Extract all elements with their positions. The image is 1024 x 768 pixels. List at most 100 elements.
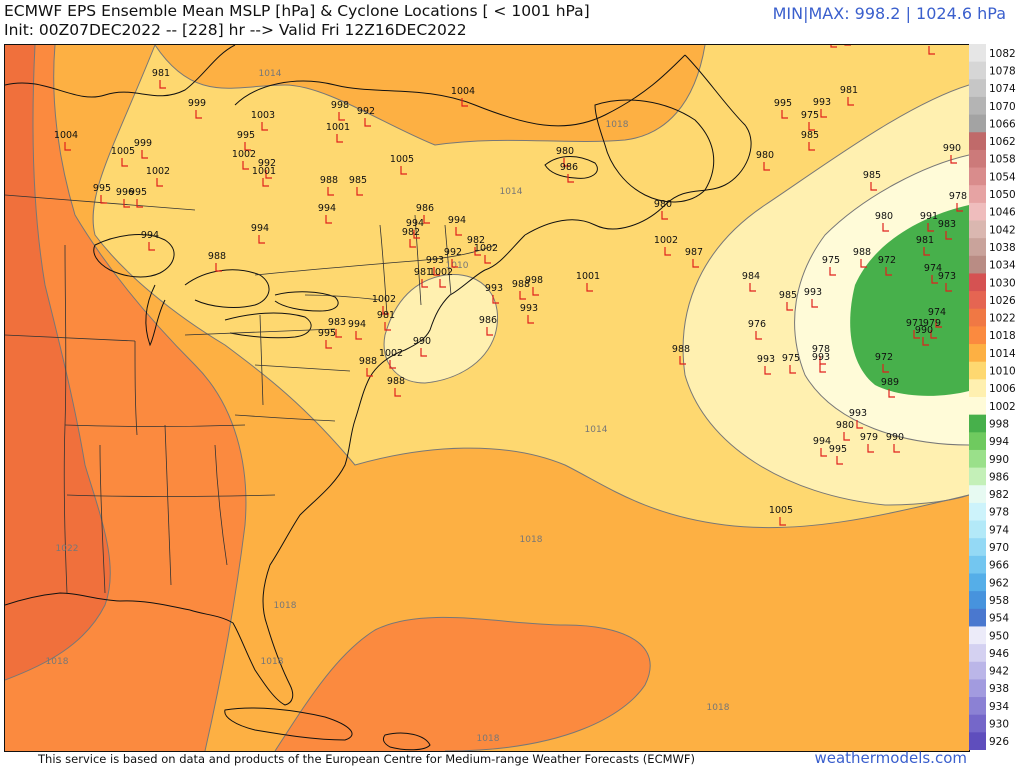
low-marker-icon — [843, 432, 850, 441]
cyclone-marker: 995 — [93, 183, 111, 204]
cyclone-pressure-label: 993 — [849, 408, 867, 419]
cyclone-marker: 993 — [813, 97, 831, 118]
cyclone-marker: 988 — [672, 344, 690, 365]
cyclone-pressure-label: 993 — [757, 354, 775, 365]
cyclone-pressure-label: 990 — [943, 143, 961, 154]
low-marker-icon — [389, 360, 396, 369]
cyclone-pressure-label: 981 — [377, 310, 395, 321]
low-marker-icon — [336, 134, 343, 143]
colorbar-tick-label: 1070 — [989, 101, 1016, 113]
map-title: ECMWF EPS Ensemble Mean MSLP [hPa] & Cyc… — [4, 2, 590, 20]
low-marker-icon — [661, 211, 668, 220]
cyclone-pressure-label: 998 — [525, 275, 543, 286]
cyclone-pressure-label: 998 — [331, 100, 349, 111]
low-marker-icon — [781, 110, 788, 119]
brand-link[interactable]: weathermodels.com — [814, 749, 967, 767]
cyclone-pressure-label: 1001 — [326, 122, 350, 133]
low-marker-icon — [242, 161, 249, 170]
cyclone-marker: 1004 — [54, 130, 78, 151]
cyclone-marker: 1003 — [251, 110, 275, 131]
cyclone-marker: 995 — [318, 328, 336, 349]
low-marker-icon — [409, 239, 416, 248]
cyclone-marker: 986 — [416, 203, 434, 224]
cyclone-marker: 1005 — [769, 505, 793, 526]
low-marker-icon — [394, 388, 401, 397]
low-marker-icon — [820, 448, 827, 457]
cyclone-pressure-label: 992 — [444, 247, 462, 258]
cyclone-marker: 993 — [426, 255, 444, 276]
cyclone-pressure-label: 1002 — [654, 235, 678, 246]
colorbar-tick-label: 1026 — [989, 295, 1016, 307]
cyclone-marker: 993 — [485, 283, 503, 304]
low-marker-icon — [382, 306, 389, 315]
cyclone-pressure-label: 980 — [875, 211, 893, 222]
pressure-map: 1014 1018 1014 1010 1014 1018 1022 1018 1018 1018… — [4, 44, 970, 752]
cyclone-pressure-label: 983 — [328, 317, 346, 328]
low-marker-icon — [811, 299, 818, 308]
colorbar-tick-label: 1050 — [989, 189, 1016, 201]
cyclone-marker: 1002 — [379, 348, 403, 369]
cyclone-pressure-label: 999 — [188, 98, 206, 109]
low-marker-icon — [420, 348, 427, 357]
cyclone-pressure-label: 990 — [915, 325, 933, 336]
cyclone-marker: 996 — [116, 187, 134, 208]
low-marker-icon — [433, 267, 440, 276]
low-marker-icon — [779, 517, 786, 526]
cyclone-marker: 985 — [349, 175, 367, 196]
cyclone-marker: 983 — [938, 219, 956, 240]
cyclone-marker: 1001 — [326, 122, 350, 143]
low-marker-icon — [451, 259, 458, 268]
cyclone-marker: 994 — [448, 215, 466, 236]
colorbar-swatch — [969, 644, 986, 663]
pressure-colorbar: 1082 1078 1074 1070 1066 1062 1058 1054 1050 1046… — [969, 44, 1024, 751]
cyclone-marker: 988 — [208, 251, 226, 272]
low-marker-icon — [930, 330, 937, 339]
cyclone-marker: 986 — [560, 162, 578, 183]
cyclone-marker: 995 — [237, 130, 255, 151]
cyclone-marker: 992 — [444, 247, 462, 268]
low-marker-icon — [141, 150, 148, 159]
low-marker-icon — [950, 155, 957, 164]
cyclone-marker: 980 — [836, 420, 854, 441]
cyclone-pressure-label: 994 — [141, 230, 159, 241]
cyclone-pressure-label: 981 — [840, 85, 858, 96]
isobar-label: 1018 — [274, 601, 297, 611]
cyclone-pressure-label: 995 — [93, 183, 111, 194]
colorbar-swatch — [969, 96, 986, 116]
cyclone-pressure-label: 1004 — [451, 86, 475, 97]
cyclone-marker: 996 — [928, 46, 935, 55]
cyclone-pressure-label: 984 — [742, 271, 760, 282]
colorbar-tick-label: 1022 — [989, 313, 1016, 325]
colorbar-tick-label: 942 — [989, 666, 1009, 678]
cyclone-marker: 984 — [742, 271, 760, 292]
colorbar-tick-label: 974 — [989, 524, 1009, 536]
low-marker-icon — [327, 187, 334, 196]
cyclone-pressure-label: 991 — [920, 211, 938, 222]
colorbar-swatch — [969, 608, 986, 627]
cyclone-marker: 990 — [943, 143, 961, 164]
cyclone-pressure-label: 1002 — [379, 348, 403, 359]
low-marker-icon — [265, 170, 272, 179]
colorbar-swatch — [969, 502, 986, 522]
colorbar-tick-label: 1058 — [989, 154, 1016, 166]
cyclone-marker: 1002 — [372, 294, 396, 315]
colorbar-tick-label: 986 — [989, 471, 1009, 483]
low-marker-icon — [923, 247, 930, 256]
low-marker-icon — [830, 45, 837, 48]
cyclone-pressure-label: 999 — [134, 138, 152, 149]
low-marker-icon — [136, 199, 143, 208]
cyclone-pressure-label: 993 — [812, 352, 830, 363]
isobar-label: 1018 — [707, 703, 730, 713]
low-marker-icon — [945, 283, 952, 292]
cyclone-marker: 983 — [328, 317, 346, 338]
coastlines — [5, 45, 752, 751]
cyclone-marker: 990 — [915, 325, 933, 346]
cyclone-marker: 1002 — [146, 166, 170, 187]
cyclone-marker: 971 — [906, 318, 924, 339]
cyclone-marker: 999 — [134, 138, 152, 159]
low-marker-icon — [692, 259, 699, 268]
isobar-label: 1018 — [520, 535, 543, 545]
low-marker-icon — [922, 337, 929, 346]
cyclone-pressure-label: 988 — [208, 251, 226, 262]
low-marker-icon — [364, 118, 371, 127]
